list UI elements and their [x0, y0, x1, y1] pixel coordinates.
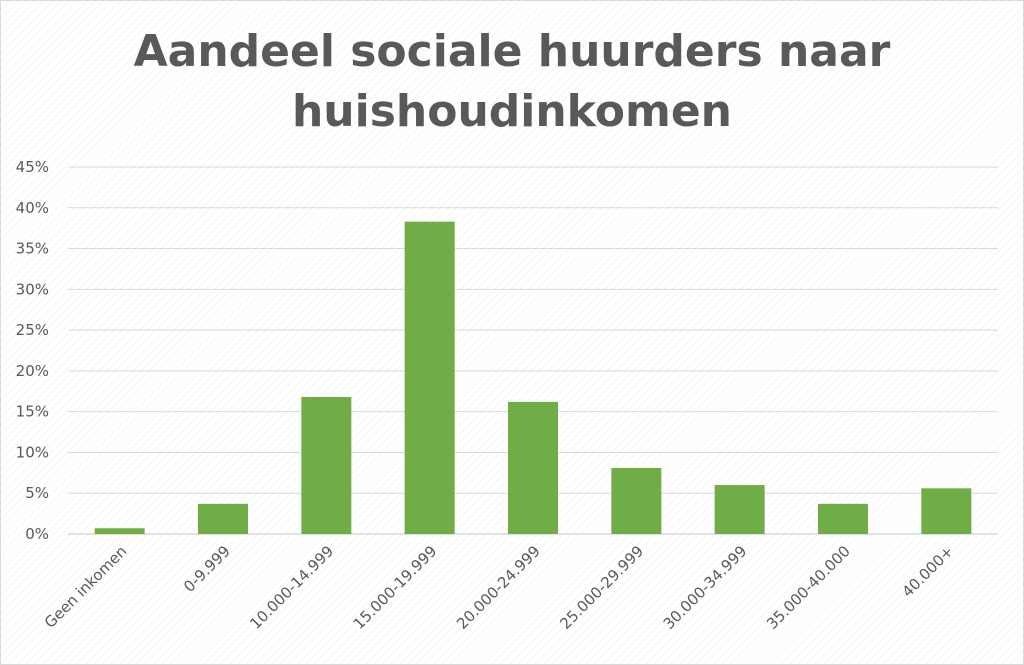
bars: [94, 221, 972, 535]
bar: [714, 485, 765, 534]
x-category-label: 20.000-24.999: [453, 542, 544, 633]
x-category-label: 0-9.999: [180, 542, 234, 596]
y-tick-label: 15%: [16, 403, 49, 421]
y-tick-label: 10%: [16, 443, 49, 461]
chart-title-line-2: huishoudinkomen: [291, 86, 733, 137]
x-category-label: 40.000+: [898, 542, 957, 601]
y-tick-label: 35%: [16, 240, 49, 258]
x-category-label: 25.000-29.999: [556, 542, 647, 633]
bar: [508, 401, 558, 534]
x-axis-categories: Geen inkomen 0-9.999 10.000-14.999 15.000-1…: [41, 542, 957, 633]
bar: [818, 503, 868, 534]
x-category-label: 15.000-19.999: [350, 542, 441, 633]
x-category-label: Geen inkomen: [41, 542, 131, 632]
bar: [404, 221, 455, 535]
y-tick-label: 30%: [16, 280, 49, 298]
y-tick-label: 25%: [16, 321, 49, 339]
chart-title-line-1: Aandeel sociale huurders naar: [133, 26, 891, 77]
y-tick-label: 0%: [25, 525, 49, 543]
x-category-label: 10.000-14.999: [246, 542, 337, 633]
bar: [198, 503, 248, 534]
x-category-label: 35.000-40.000: [763, 542, 854, 633]
y-axis-ticks: 0% 5% 10% 15% 20% 25% 30% 35% 40% 45%: [16, 158, 49, 543]
y-tick-label: 45%: [16, 158, 49, 176]
bar: [94, 528, 145, 534]
y-tick-label: 40%: [16, 199, 49, 217]
x-category-label: 30.000-34.999: [660, 542, 751, 633]
bar: [921, 488, 972, 534]
chart-title: Aandeel sociale huurders naar huishoudin…: [0, 22, 1024, 142]
y-tick-label: 20%: [16, 362, 49, 380]
bar: [611, 467, 662, 534]
y-tick-label: 5%: [25, 484, 49, 502]
bar: [301, 396, 352, 534]
